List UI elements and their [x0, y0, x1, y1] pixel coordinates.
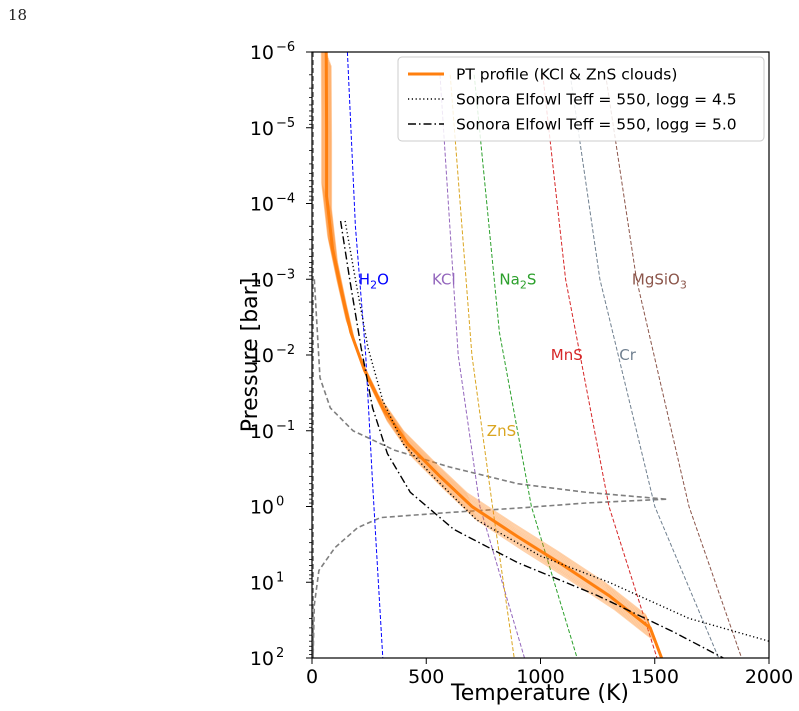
x-axis-title: Temperature (K): [450, 681, 629, 706]
y-tick-exponent: −6: [276, 40, 295, 55]
y-tick-label: 10: [250, 648, 274, 670]
y-tick-label: 10: [250, 42, 274, 64]
sonora-curve-1: [344, 220, 769, 642]
x-tick-label: 500: [408, 666, 444, 688]
y-axis-title: Pressure [bar]: [238, 278, 263, 433]
legend-entry: Sonora Elfowl Teff = 550, logg = 5.0: [456, 116, 737, 134]
species-label-na: Na2S: [499, 270, 536, 291]
x-tick-label: 0: [306, 666, 318, 688]
y-tick-label: 10: [250, 118, 274, 140]
y-tick-exponent: −5: [276, 116, 295, 131]
y-tick-label: 10: [250, 345, 274, 367]
pt-profile-sample: [321, 52, 659, 647]
species-label-mns: MnS: [551, 346, 583, 364]
y-tick-exponent: 1: [276, 570, 284, 585]
condensation-curve-mgsio: [605, 74, 743, 658]
condensation-curve-kcl: [439, 74, 525, 658]
pt-profile-sample: [330, 65, 663, 658]
pt-profile-sample: [325, 52, 663, 658]
condensation-curve-mns: [542, 74, 658, 658]
y-tick-exponent: −2: [276, 343, 295, 358]
y-tick-exponent: 0: [276, 495, 284, 510]
condensation-curve-h: [346, 52, 384, 658]
sonora-curve-2: [339, 220, 724, 658]
page-number: 18: [8, 6, 28, 24]
x-tick-label: 1000: [516, 666, 564, 688]
condensation-curve-zns: [449, 74, 515, 658]
y-tick-label: 10: [250, 572, 274, 594]
species-label-h: H2O: [359, 270, 389, 291]
x-tick-label: 2000: [745, 666, 793, 688]
y-tick-exponent: −1: [276, 419, 295, 434]
legend: PT profile (KCl & ZnS clouds) Sonora Elfo…: [397, 56, 765, 142]
species-label-mgsio: MgSiO3: [632, 270, 687, 291]
grey-dashed-curve-2: [313, 279, 667, 500]
pt-profile-sample: [327, 57, 663, 658]
condensation-curve-na: [473, 74, 578, 658]
condensation-curve-cr: [569, 74, 720, 658]
pt-profile-median: [324, 52, 664, 658]
species-label-kcl: KCl: [432, 270, 456, 288]
y-tick-label: 10: [250, 194, 274, 216]
plot-frame: [311, 51, 770, 659]
x-tick-label: 1500: [631, 666, 679, 688]
plot-area: H2O KCl Na2S ZnS MnS Cr MgSiO3: [312, 52, 769, 658]
y-tick-exponent: 2: [276, 646, 284, 661]
y-tick-label: 10: [250, 497, 274, 519]
legend-box: [397, 56, 765, 142]
pt-profile-sample: [322, 52, 659, 649]
species-label-zns: ZnS: [487, 422, 516, 440]
species-label-cr: Cr: [619, 346, 636, 364]
pt-profile-sample: [328, 59, 663, 658]
y-tick-label: 10: [250, 421, 274, 443]
grey-dashed-curve-3: [312, 498, 667, 658]
legend-entry: Sonora Elfowl Teff = 550, logg = 4.5: [456, 91, 737, 109]
legend-entry: PT profile (KCl & ZnS clouds): [456, 66, 677, 84]
y-tick-exponent: −3: [276, 267, 295, 282]
pt-profile-sample: [329, 63, 663, 658]
y-tick-exponent: −4: [276, 192, 295, 207]
pt-profile-sample: [320, 52, 658, 645]
y-tick-label: 10: [250, 269, 274, 291]
pt-profile-sample: [328, 61, 663, 658]
axes: 0 500 1000 1500 200010−610−510−410−310−210−1…: [250, 40, 793, 688]
